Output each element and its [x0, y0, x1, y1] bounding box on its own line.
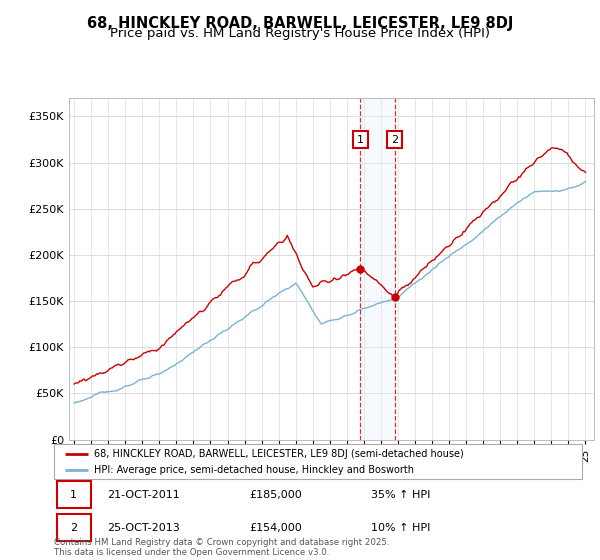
Text: £154,000: £154,000	[250, 523, 302, 533]
Text: Contains HM Land Registry data © Crown copyright and database right 2025.
This d: Contains HM Land Registry data © Crown c…	[54, 538, 389, 557]
Text: 35% ↑ HPI: 35% ↑ HPI	[371, 490, 430, 500]
Text: 2: 2	[391, 134, 398, 144]
Text: £185,000: £185,000	[250, 490, 302, 500]
Text: 10% ↑ HPI: 10% ↑ HPI	[371, 523, 430, 533]
Text: 2: 2	[70, 523, 77, 533]
Text: 25-OCT-2013: 25-OCT-2013	[107, 523, 179, 533]
FancyBboxPatch shape	[56, 515, 91, 541]
Bar	[361, 98, 395, 440]
Text: 21-OCT-2011: 21-OCT-2011	[107, 490, 179, 500]
Text: HPI: Average price, semi-detached house, Hinckley and Bosworth: HPI: Average price, semi-detached house,…	[94, 465, 413, 475]
Text: 68, HINCKLEY ROAD, BARWELL, LEICESTER, LE9 8DJ: 68, HINCKLEY ROAD, BARWELL, LEICESTER, L…	[87, 16, 513, 31]
Text: Price paid vs. HM Land Registry's House Price Index (HPI): Price paid vs. HM Land Registry's House …	[110, 27, 490, 40]
FancyBboxPatch shape	[56, 482, 91, 508]
Text: 1: 1	[70, 490, 77, 500]
Text: 1: 1	[357, 134, 364, 144]
Text: 68, HINCKLEY ROAD, BARWELL, LEICESTER, LE9 8DJ (semi-detached house): 68, HINCKLEY ROAD, BARWELL, LEICESTER, L…	[94, 449, 463, 459]
FancyBboxPatch shape	[54, 444, 582, 479]
